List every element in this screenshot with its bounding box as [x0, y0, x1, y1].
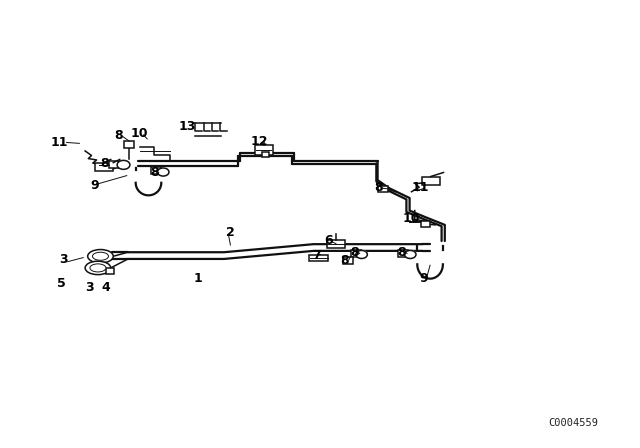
Text: 2: 2 — [226, 226, 235, 240]
Circle shape — [117, 160, 130, 169]
Bar — [398, 250, 408, 257]
Circle shape — [356, 250, 367, 258]
Text: 1: 1 — [194, 272, 203, 285]
Circle shape — [117, 160, 130, 169]
Ellipse shape — [88, 250, 113, 263]
Text: 11: 11 — [50, 136, 68, 149]
Circle shape — [356, 250, 367, 258]
Text: 8: 8 — [150, 166, 159, 180]
Bar — [151, 167, 161, 174]
Text: 9: 9 — [419, 272, 428, 285]
Text: 8: 8 — [340, 254, 349, 267]
Bar — [351, 250, 361, 257]
Text: 9: 9 — [90, 179, 99, 193]
Bar — [344, 257, 353, 264]
Text: 3: 3 — [85, 281, 94, 294]
Ellipse shape — [85, 261, 111, 275]
Bar — [378, 185, 388, 193]
Text: 10: 10 — [402, 211, 420, 225]
Text: 8: 8 — [100, 157, 109, 171]
Circle shape — [157, 168, 169, 176]
Circle shape — [404, 250, 416, 258]
Bar — [309, 254, 328, 262]
Bar — [255, 145, 273, 155]
Text: 8: 8 — [374, 181, 383, 194]
Text: 7: 7 — [312, 249, 321, 262]
Bar — [109, 161, 119, 168]
Ellipse shape — [93, 252, 109, 260]
Text: 12: 12 — [250, 134, 268, 148]
Text: 8: 8 — [114, 129, 123, 142]
Text: 3: 3 — [60, 253, 68, 267]
Text: 4: 4 — [101, 281, 110, 294]
Text: C0004559: C0004559 — [548, 418, 598, 428]
Bar — [106, 268, 114, 274]
Bar — [95, 163, 113, 171]
Text: 8: 8 — [397, 246, 406, 259]
Bar — [327, 240, 345, 248]
Ellipse shape — [90, 264, 106, 272]
Bar — [422, 177, 440, 185]
Text: 10: 10 — [131, 127, 148, 140]
Bar — [262, 152, 269, 157]
Circle shape — [404, 250, 416, 258]
Text: 13: 13 — [178, 120, 196, 133]
Circle shape — [157, 168, 169, 176]
Text: 6: 6 — [324, 233, 333, 247]
Text: 5: 5 — [57, 276, 66, 290]
Bar — [421, 221, 430, 227]
Bar — [124, 141, 134, 148]
Text: 8: 8 — [350, 246, 359, 259]
Text: 11: 11 — [412, 181, 429, 194]
